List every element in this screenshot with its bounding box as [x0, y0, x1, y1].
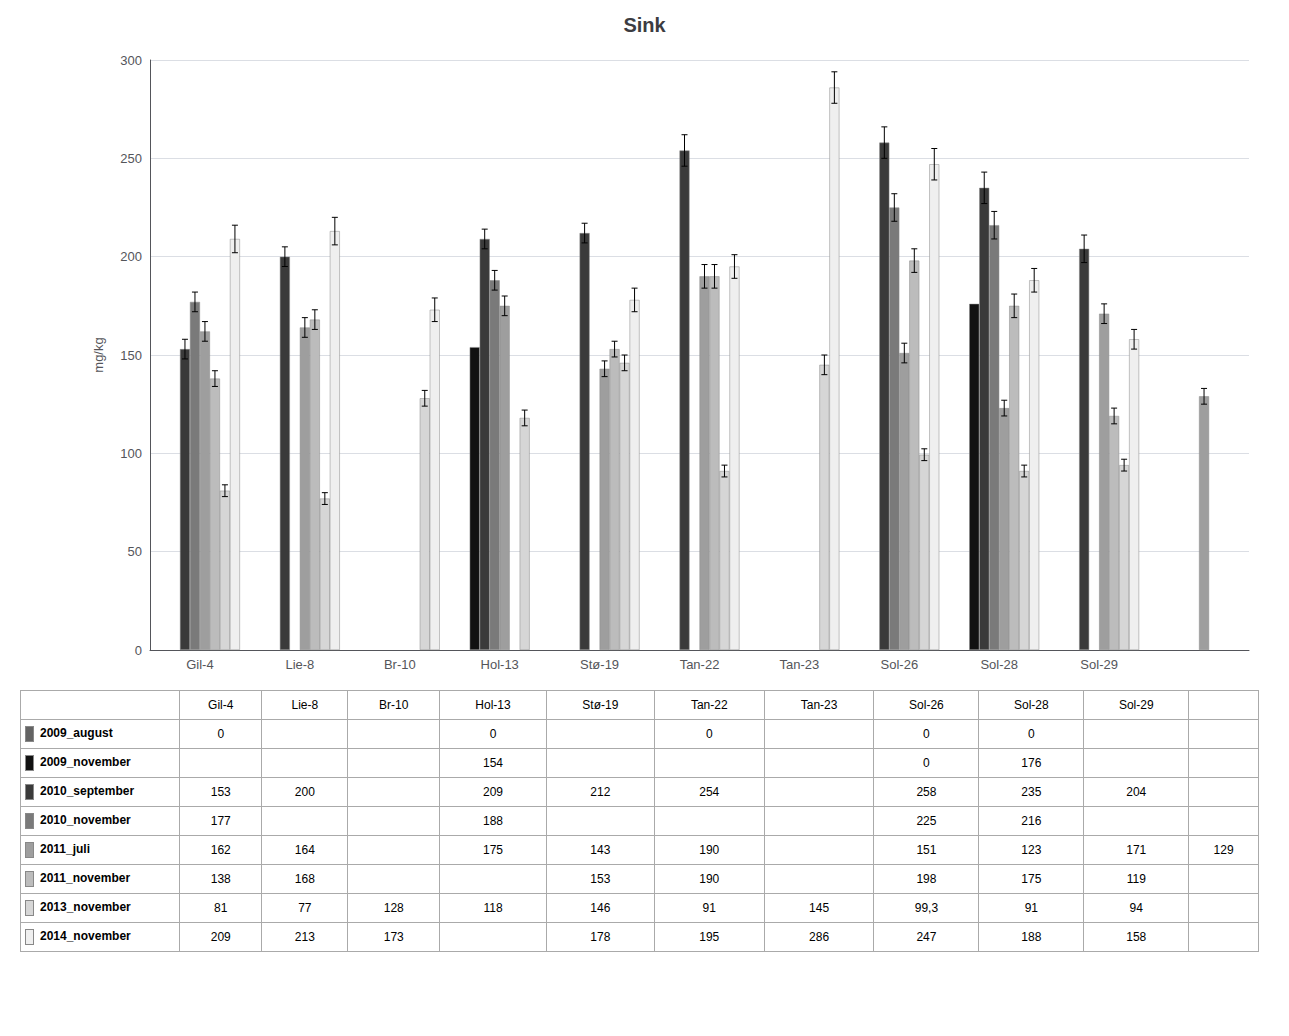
html-text:146: 146: [590, 901, 611, 915]
html-text:Sol-28: Sol-28: [1014, 698, 1049, 712]
html-text:212: 212: [590, 785, 611, 799]
html-text:Tan-23: Tan-23: [800, 698, 838, 712]
html-text:153: 153: [210, 785, 231, 799]
html-text:118: 118: [483, 901, 503, 915]
svg-text:Lie-8: Lie-8: [285, 657, 314, 672]
html-text:0: 0: [1028, 727, 1035, 741]
html-text:0: 0: [705, 727, 713, 741]
html-text:286: 286: [809, 930, 830, 944]
html-text:2010_september: 2010_september: [40, 784, 135, 799]
html-text:216: 216: [1021, 814, 1042, 828]
html-text:200: 200: [294, 785, 315, 799]
html-text:175: 175: [483, 843, 503, 857]
html-text:175: 175: [1021, 872, 1042, 886]
html-text:Lie-8: Lie-8: [291, 698, 319, 712]
html-text:2014_november: 2014_november: [40, 929, 131, 944]
svg-text:Stø-19: Stø-19: [580, 657, 619, 672]
html-text:209: 209: [210, 930, 231, 944]
html-text:213: 213: [294, 930, 315, 944]
svg-text:Sink: Sink: [623, 14, 666, 36]
html-text:162: 162: [210, 843, 231, 857]
html-text:99,3: 99,3: [914, 901, 939, 915]
html-text:168: 168: [294, 872, 315, 886]
html-text:177: 177: [210, 814, 231, 828]
html-text:Hol-13: Hol-13: [475, 698, 511, 712]
html-text:225: 225: [916, 814, 937, 828]
html-text:2010_november: 2010_november: [40, 813, 131, 828]
html-text:178: 178: [590, 930, 611, 944]
html-text:0: 0: [923, 756, 930, 770]
html-text:145: 145: [809, 901, 830, 915]
html-text:176: 176: [1021, 756, 1042, 770]
html-text:247: 247: [916, 930, 937, 944]
svg-text:Hol-13: Hol-13: [481, 657, 519, 672]
html-text:81: 81: [214, 901, 228, 915]
html-text:173: 173: [383, 930, 404, 944]
html-text:190: 190: [699, 872, 720, 886]
html-text:209: 209: [483, 785, 503, 799]
html-text:2009_august: 2009_august: [40, 726, 113, 741]
html-text:91: 91: [702, 901, 716, 915]
html-text:128: 128: [383, 901, 404, 915]
html-text:188: 188: [483, 814, 503, 828]
html-text:Stø-19: Stø-19: [582, 698, 619, 712]
html-text:2011_juli: 2011_juli: [40, 842, 90, 857]
svg-text:mg/kg: mg/kg: [91, 337, 106, 372]
html-text:Gil-4: Gil-4: [208, 698, 234, 712]
html-text:94: 94: [1129, 901, 1143, 915]
html-text:258: 258: [916, 785, 937, 799]
svg-text:Sol-29: Sol-29: [1080, 657, 1118, 672]
svg-text:100: 100: [120, 446, 142, 461]
html-text:143: 143: [590, 843, 611, 857]
svg-text:Br-10: Br-10: [384, 657, 416, 672]
html-text:Tan-22: Tan-22: [690, 698, 728, 712]
html-text:153: 153: [590, 872, 611, 886]
svg-text:Sol-28: Sol-28: [980, 657, 1018, 672]
html-text:91: 91: [1024, 901, 1038, 915]
svg-text:0: 0: [135, 643, 142, 658]
svg-text:Sol-26: Sol-26: [881, 657, 919, 672]
html-text:154: 154: [483, 756, 503, 770]
html-text:204: 204: [1126, 785, 1147, 799]
html-text:195: 195: [699, 930, 720, 944]
html-text:188: 188: [1021, 930, 1042, 944]
html-text:2011_november: 2011_november: [40, 871, 131, 886]
html-text:Br-10: Br-10: [379, 698, 409, 712]
html-text:0: 0: [217, 727, 225, 741]
html-text:138: 138: [210, 872, 231, 886]
svg-text:150: 150: [120, 348, 142, 363]
html-text:164: 164: [294, 843, 315, 857]
html-text:129: 129: [1213, 843, 1234, 857]
svg-text:300: 300: [120, 53, 142, 68]
html-text:Sol-29: Sol-29: [1118, 698, 1154, 712]
html-text:2013_november: 2013_november: [40, 900, 131, 915]
html-text:254: 254: [699, 785, 720, 799]
svg-text:Tan-23: Tan-23: [780, 657, 820, 672]
html-text:119: 119: [1126, 872, 1146, 886]
html-text:123: 123: [1021, 843, 1042, 857]
html-text:198: 198: [916, 872, 937, 886]
html-text:158: 158: [1126, 930, 1147, 944]
svg-text:50: 50: [128, 544, 142, 559]
svg-text:Tan-22: Tan-22: [680, 657, 720, 672]
html-text:2009_november: 2009_november: [40, 755, 131, 770]
html-text:151: 151: [916, 843, 937, 857]
svg-text:250: 250: [120, 151, 142, 166]
html-text:Sol-26: Sol-26: [909, 698, 944, 712]
svg-text:Gil-4: Gil-4: [186, 657, 213, 672]
html-text:0: 0: [489, 727, 497, 741]
html-text:235: 235: [1021, 785, 1042, 799]
html-text:171: 171: [1126, 843, 1147, 857]
svg-text:200: 200: [120, 249, 142, 264]
html-text:190: 190: [699, 843, 720, 857]
html-text:77: 77: [298, 901, 312, 915]
html-text:0: 0: [923, 727, 930, 741]
